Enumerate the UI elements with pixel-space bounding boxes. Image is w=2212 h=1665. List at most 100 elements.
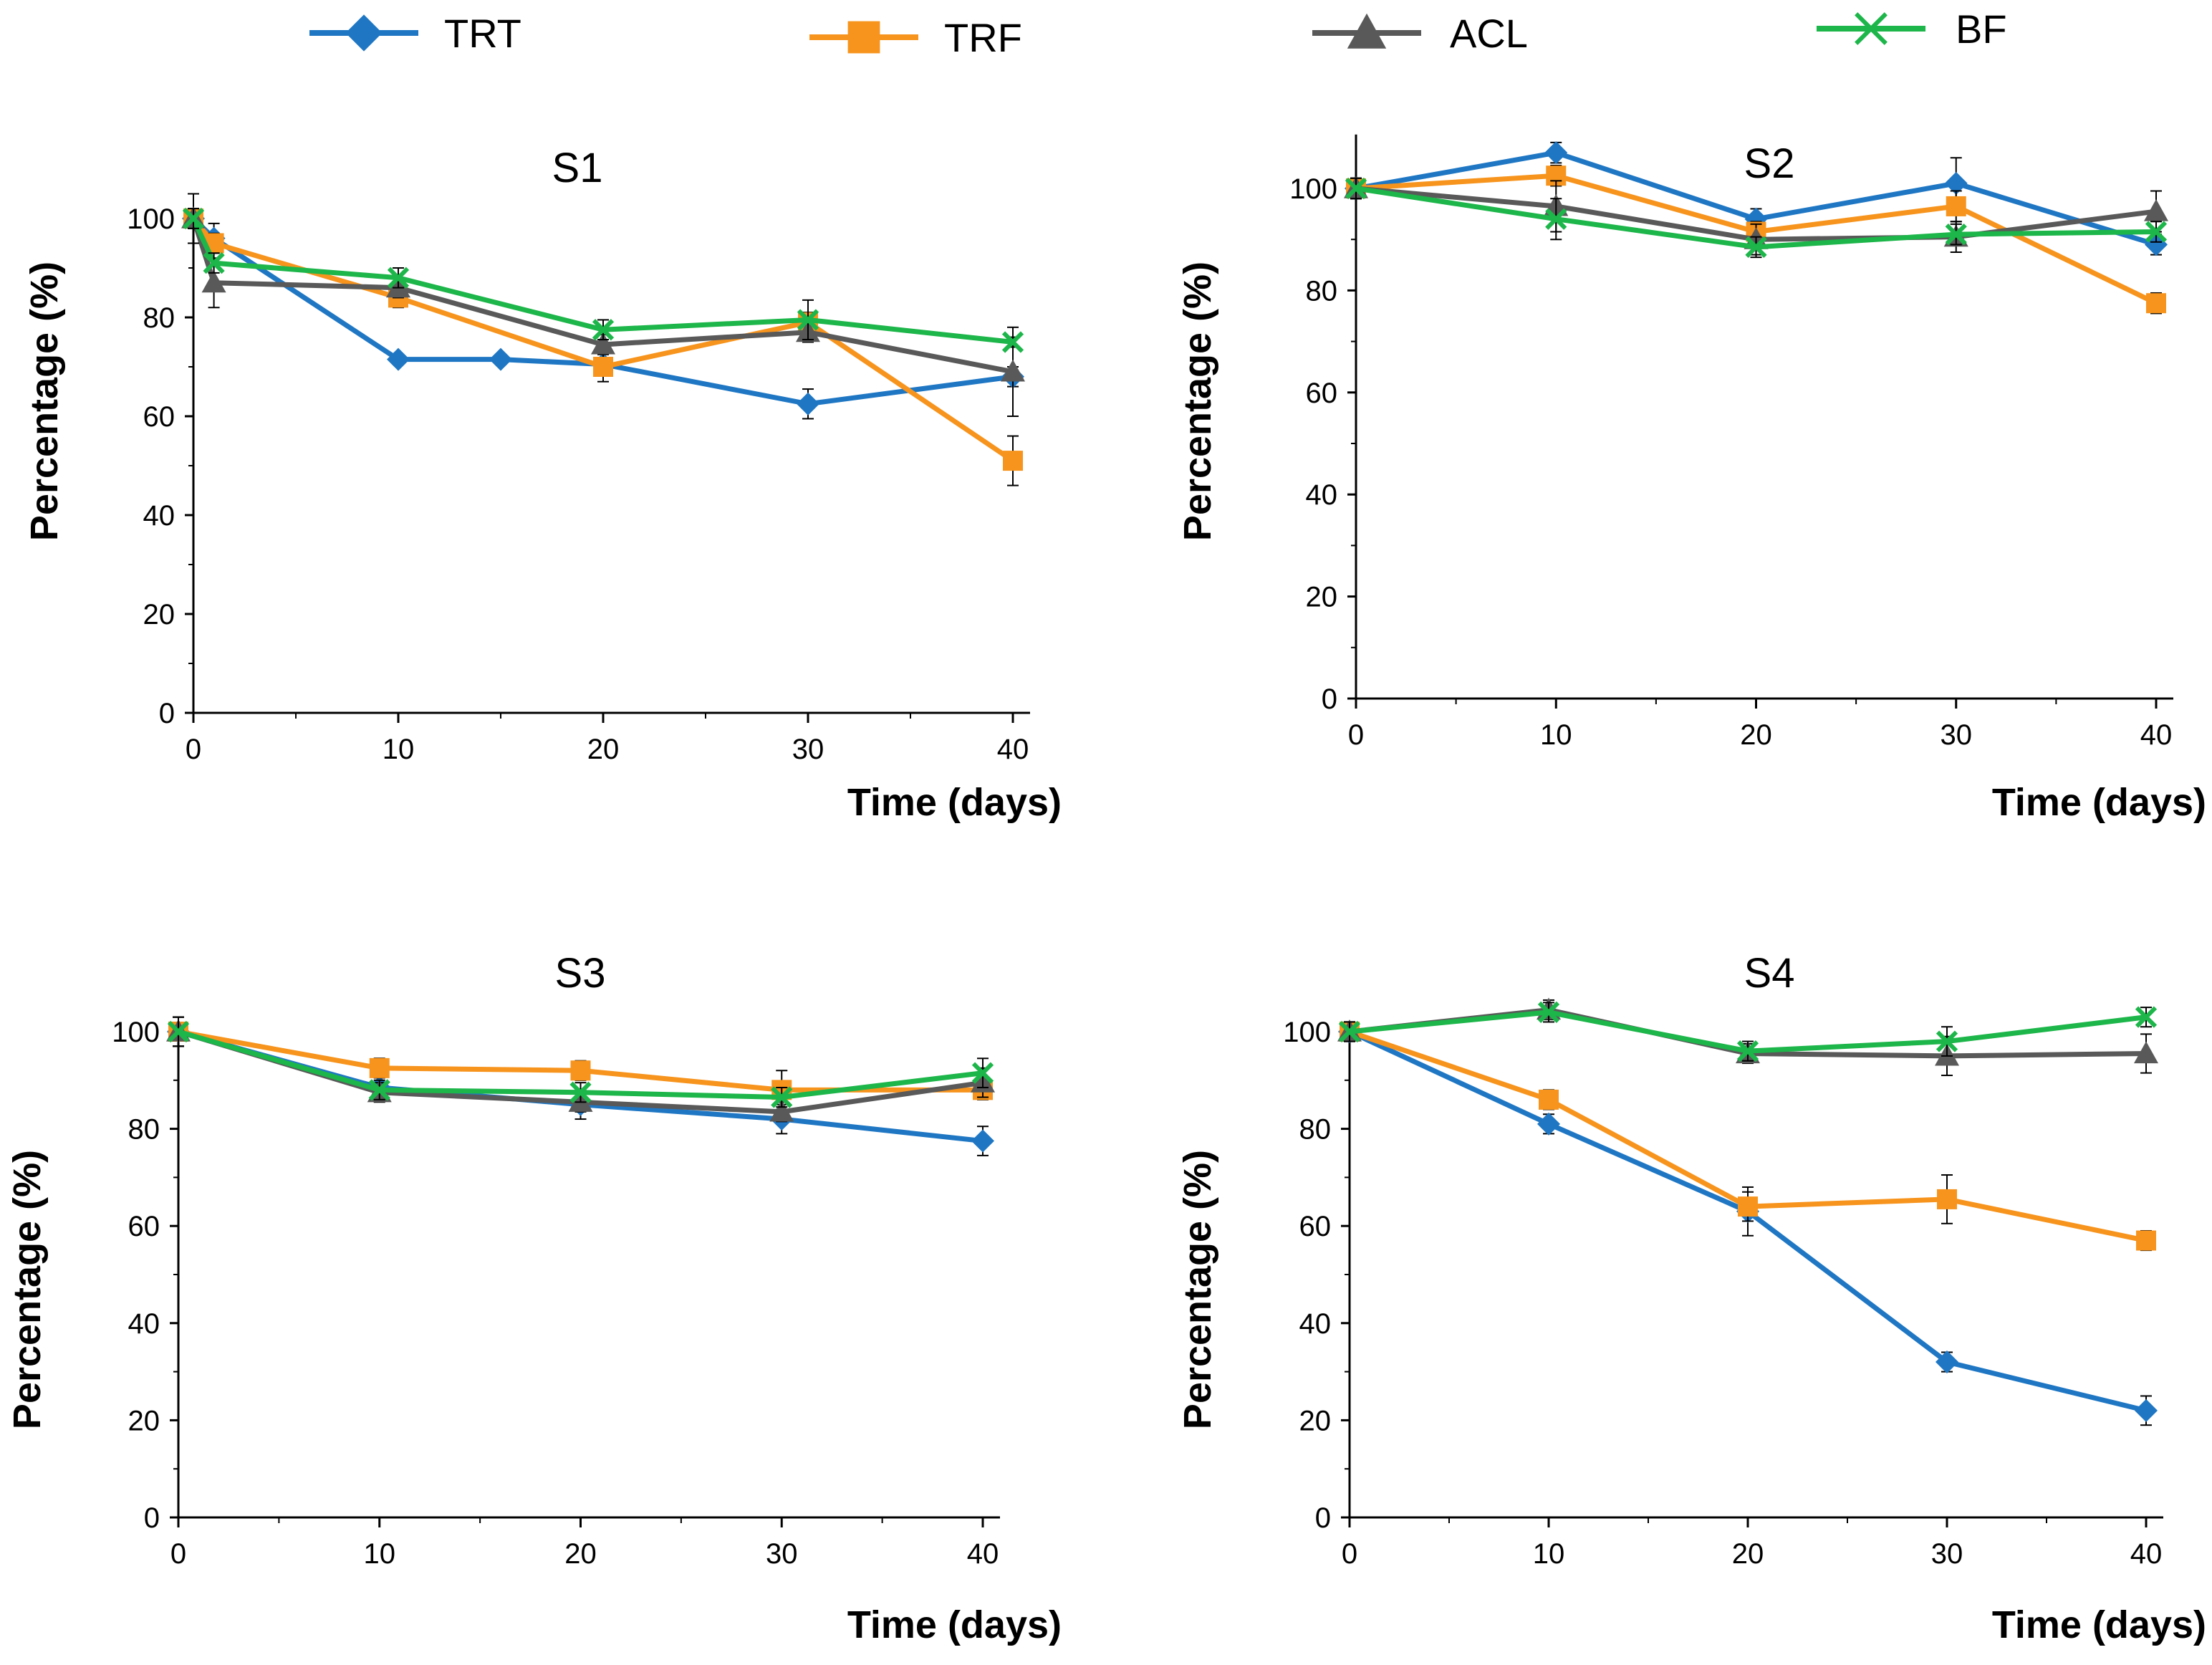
data-point-trf (593, 357, 613, 377)
y-tick-label: 100 (1289, 173, 1337, 205)
y-tick-label: 60 (1299, 1211, 1332, 1242)
legend-item-bf: BF (1817, 6, 2007, 52)
legend-marker-bf (1855, 12, 1888, 45)
y-axis-label: Percentage (%) (1176, 261, 1219, 541)
x-tick-label: 40 (967, 1538, 999, 1570)
y-tick-label: 20 (1299, 1405, 1332, 1436)
data-point-bf (1736, 1040, 1759, 1062)
x-axis-label: Time (days) (1992, 781, 2206, 824)
data-point-bf (2135, 1006, 2158, 1028)
data-point-bf (569, 1081, 592, 1103)
x-tick-label: 40 (2130, 1538, 2163, 1570)
x-tick-label: 30 (1931, 1538, 1963, 1570)
y-tick-label: 20 (128, 1405, 160, 1436)
y-tick-label: 40 (143, 500, 175, 532)
data-point-bf (1001, 331, 1024, 353)
data-point-bf (1345, 177, 1367, 200)
x-axis-label: Time (days) (847, 1603, 1062, 1646)
x-tick-label: 40 (2140, 719, 2173, 751)
data-point-bf (203, 251, 225, 274)
y-tick-label: 0 (1315, 1502, 1331, 1534)
y-tick-label: 0 (1322, 683, 1337, 715)
data-point-trf (1738, 1196, 1758, 1217)
y-tick-label: 100 (1283, 1017, 1331, 1048)
x-axis-label: Time (days) (1992, 1603, 2206, 1646)
x-tick-label: 10 (364, 1538, 396, 1570)
panel-title: S2 (1744, 140, 1795, 187)
series-bf (1338, 1001, 2158, 1062)
series-trt (182, 207, 1024, 420)
x-tick-label: 40 (997, 734, 1029, 765)
legend-label-bf: BF (1956, 6, 2007, 52)
data-point-trt (797, 392, 819, 416)
series-bf (1345, 177, 2168, 259)
panel-title: S1 (552, 145, 603, 191)
y-tick-label: 100 (127, 203, 175, 235)
panel-s3: 0 20 40 60 80 100 0 10 20 30 40 S3 Percentage (%) Tim… (6, 950, 1062, 1646)
data-point-bf (592, 319, 615, 341)
x-tick-label: 10 (1540, 719, 1572, 751)
legend-item-trt: TRT (309, 11, 521, 56)
data-point-bf (1945, 223, 1967, 246)
data-point-bf (1936, 1030, 1958, 1052)
data-point-trt (1936, 1350, 1958, 1374)
y-tick-label: 20 (143, 599, 175, 630)
x-tick-label: 30 (766, 1538, 798, 1570)
series-trt (1338, 1020, 2158, 1426)
data-point-bf (182, 207, 205, 230)
legend-label-acl: ACL (1450, 11, 1528, 56)
x-tick-label: 20 (1740, 719, 1772, 751)
data-point-acl (1001, 359, 1025, 382)
data-point-bf (1545, 208, 1567, 230)
series-bf (182, 207, 1024, 353)
legend-item-trf: TRF (809, 15, 1022, 60)
y-tick-label: 60 (143, 401, 175, 433)
data-point-trt (1944, 171, 1968, 195)
y-tick-label: 20 (1306, 582, 1338, 613)
data-point-trf (1539, 1089, 1559, 1110)
data-point-trf (2146, 293, 2166, 314)
x-tick-label: 0 (186, 734, 201, 765)
y-axis-label: Percentage (%) (6, 1150, 49, 1429)
y-tick-label: 0 (144, 1502, 160, 1534)
panel-s2: 0 20 40 60 80 100 0 10 20 30 40 S2 Percentage (%) Tim… (1176, 134, 2206, 824)
legend-marker-trt (345, 14, 383, 52)
data-point-trt (971, 1129, 994, 1153)
data-point-trt (1537, 1112, 1560, 1136)
panel-s4: 0 20 40 60 80 100 0 10 20 30 40 S4 Percentage (%) Tim… (1176, 950, 2206, 1646)
chart-legend: TRT TRF ACL BF (309, 6, 2007, 60)
legend-label-trf: TRF (944, 15, 1022, 60)
legend-marker-trf (847, 21, 880, 54)
data-point-bf (1537, 1001, 1560, 1024)
data-point-acl (769, 1099, 794, 1122)
y-axis-label: Percentage (%) (1176, 1150, 1219, 1429)
x-tick-label: 20 (564, 1538, 597, 1570)
panel-title: S3 (555, 950, 606, 997)
data-point-trt (1544, 141, 1568, 165)
panel-title: S4 (1744, 950, 1795, 997)
y-tick-label: 80 (128, 1114, 160, 1146)
x-tick-label: 10 (1533, 1538, 1565, 1570)
series-line-bf (191, 217, 1014, 345)
y-tick-label: 60 (1306, 378, 1338, 409)
legend-item-acl: ACL (1312, 11, 1528, 56)
x-tick-label: 20 (587, 734, 620, 765)
data-point-trf (1937, 1189, 1957, 1209)
data-point-acl (591, 332, 615, 355)
x-tick-label: 10 (383, 734, 415, 765)
x-tick-label: 0 (170, 1538, 186, 1570)
data-point-trt (489, 347, 512, 371)
data-point-trf (1003, 451, 1023, 471)
y-tick-label: 60 (128, 1211, 160, 1242)
data-point-trt (387, 347, 410, 371)
series-line-acl (191, 217, 1014, 375)
data-point-bf (797, 309, 819, 331)
data-point-trf (1946, 196, 1966, 216)
data-point-trf (570, 1060, 591, 1081)
y-tick-label: 40 (128, 1308, 160, 1340)
x-tick-label: 30 (1941, 719, 1973, 751)
x-axis-label: Time (days) (847, 781, 1062, 824)
y-tick-label: 80 (1306, 275, 1338, 307)
